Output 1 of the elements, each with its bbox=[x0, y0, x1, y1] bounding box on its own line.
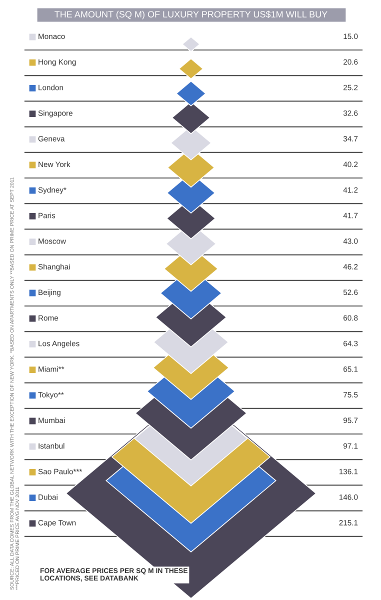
text: THE AMOUNT (SQ M) OF LUXURY PROPERTY US$1M WILL BUY bbox=[54, 10, 328, 20]
